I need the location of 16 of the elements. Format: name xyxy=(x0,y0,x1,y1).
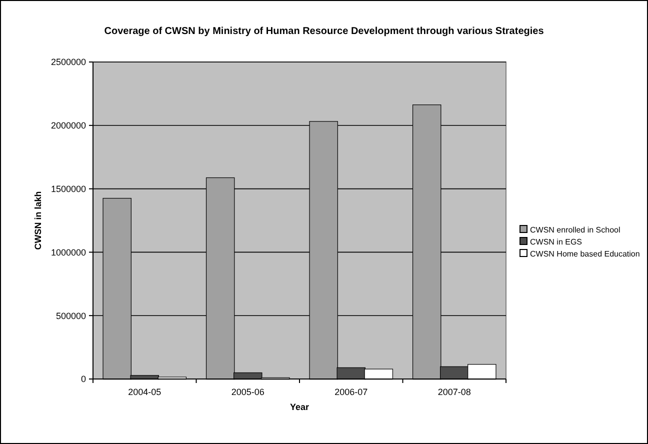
y-tick-label: 0 xyxy=(80,374,86,384)
y-tick-label: 500000 xyxy=(56,310,86,321)
y-tick-label: 2000000 xyxy=(50,120,86,131)
x-tick-label: 2005-06 xyxy=(231,387,264,397)
legend-label: CWSN enrolled in School xyxy=(530,225,620,234)
y-axis-title: CWSN in lakh xyxy=(33,191,43,250)
x-axis-title: Year xyxy=(290,402,310,412)
x-tick-label: 2004-05 xyxy=(128,387,162,397)
x-tick-label: 2007-08 xyxy=(438,387,471,397)
legend-label: CWSN in EGS xyxy=(530,237,582,246)
y-tick-label: 1000000 xyxy=(50,247,86,258)
y-tick-label: 2500000 xyxy=(50,57,86,68)
legend-label: CWSN Home based Education xyxy=(530,249,640,258)
y-tick-label: 1500000 xyxy=(50,184,86,194)
chart-title: Coverage of CWSN by Ministry of Human Resource Development through various Strategies xyxy=(104,26,544,37)
x-tick-label: 2006-07 xyxy=(334,387,368,397)
